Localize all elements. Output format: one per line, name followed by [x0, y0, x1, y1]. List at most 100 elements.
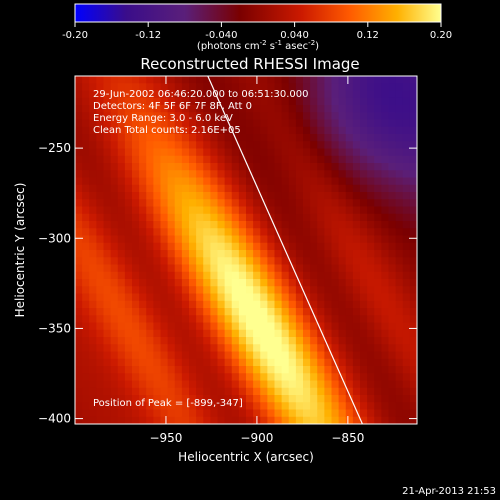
heatmap-cell: [124, 97, 133, 106]
heatmap-cell: [189, 206, 197, 215]
heatmap-cell: [103, 402, 112, 410]
heatmap-cell: [352, 192, 361, 200]
heatmap-cell: [139, 351, 147, 360]
heatmap-cell: [210, 315, 218, 323]
heatmap-cell: [146, 315, 154, 323]
heatmap-cell: [288, 112, 297, 120]
heatmap-cell: [231, 264, 240, 273]
heatmap-cell: [96, 177, 104, 186]
heatmap-cell: [331, 351, 340, 360]
heatmap-cell: [288, 264, 297, 273]
heatmap-cell: [132, 134, 140, 142]
heatmap-cell: [189, 409, 197, 418]
heatmap-cell: [352, 402, 361, 410]
heatmap-cell: [224, 213, 233, 222]
heatmap-cell: [338, 416, 347, 424]
heatmap-cell: [181, 308, 190, 316]
heatmap-cell: [267, 242, 275, 251]
heatmap-cell: [253, 213, 261, 222]
heatmap-cell: [338, 242, 347, 251]
heatmap-cell: [217, 286, 226, 294]
heatmap-cell: [260, 322, 268, 331]
heatmap-cell: [381, 192, 389, 200]
heatmap-cell: [274, 221, 283, 229]
heatmap-cell: [217, 163, 226, 171]
heatmap-cell: [196, 279, 204, 287]
heatmap-cell: [352, 105, 361, 113]
heatmap-cell: [231, 170, 240, 178]
heatmap-cell: [196, 90, 204, 99]
heatmap-cell: [317, 387, 325, 396]
heatmap-cell: [246, 337, 254, 345]
heatmap-cell: [367, 358, 375, 367]
heatmap-cell: [395, 279, 404, 287]
heatmap-cell: [139, 83, 147, 91]
heatmap-cell: [246, 395, 254, 403]
heatmap-cell: [124, 148, 133, 157]
heatmap-cell: [274, 264, 283, 273]
heatmap-cell: [338, 221, 347, 229]
heatmap-cell: [117, 112, 126, 120]
heatmap-cell: [132, 329, 140, 338]
heatmap-cell: [132, 264, 140, 273]
heatmap-cell: [132, 271, 140, 280]
heatmap-cell: [231, 315, 240, 323]
heatmap-cell: [89, 395, 97, 403]
heatmap-cell: [174, 221, 183, 229]
heatmap-cell: [146, 322, 154, 331]
heatmap-cell: [196, 409, 204, 418]
heatmap-cell: [395, 177, 404, 186]
heatmap-cell: [238, 380, 247, 389]
heatmap-cell: [317, 105, 325, 113]
heatmap-cell: [352, 76, 361, 84]
heatmap-cell: [246, 373, 254, 381]
heatmap-cell: [338, 322, 347, 331]
heatmap-cell: [160, 387, 169, 396]
heatmap-cell: [96, 409, 104, 418]
heatmap-cell: [82, 358, 90, 367]
heatmap-cell: [317, 358, 325, 367]
heatmap-cell: [110, 141, 119, 149]
heatmap-cell: [146, 300, 154, 309]
heatmap-cell: [75, 257, 83, 265]
heatmap-cell: [246, 358, 254, 367]
heatmap-cell: [210, 351, 218, 360]
heatmap-cell: [132, 177, 140, 186]
heatmap-cell: [324, 322, 332, 331]
heatmap-cell: [409, 351, 417, 360]
heatmap-cell: [110, 155, 119, 164]
heatmap-cell: [331, 315, 340, 323]
heatmap-cell: [374, 293, 382, 302]
heatmap-cell: [367, 351, 375, 360]
heatmap-cell: [324, 380, 332, 389]
heatmap-cell: [295, 344, 304, 352]
heatmap-cell: [110, 242, 119, 251]
heatmap-cell: [324, 163, 332, 171]
heatmap-cell: [288, 337, 297, 345]
heatmap-cell: [82, 409, 90, 418]
heatmap-cell: [160, 177, 169, 186]
colorbar-tick-label: 0.12: [357, 30, 379, 41]
heatmap-cell: [317, 264, 325, 273]
heatmap-cell: [324, 351, 332, 360]
heatmap-cell: [295, 206, 304, 215]
heatmap-cell: [388, 416, 397, 424]
heatmap-cell: [75, 286, 83, 294]
heatmap-cell: [352, 380, 361, 389]
heatmap-cell: [338, 97, 347, 106]
heatmap-cell: [331, 308, 340, 316]
heatmap-cell: [238, 373, 247, 381]
heatmap-cell: [117, 184, 126, 193]
heatmap-cell: [288, 90, 297, 99]
heatmap-cell: [267, 264, 275, 273]
heatmap-cell: [274, 170, 283, 178]
heatmap-cell: [324, 148, 332, 157]
heatmap-cell: [345, 192, 354, 200]
heatmap-cell: [367, 257, 375, 265]
heatmap-cell: [253, 366, 261, 374]
heatmap-cell: [231, 141, 240, 149]
heatmap-cell: [345, 184, 354, 193]
heatmap-cell: [189, 395, 197, 403]
heatmap-cell: [217, 351, 226, 360]
heatmap-cell: [132, 257, 140, 265]
